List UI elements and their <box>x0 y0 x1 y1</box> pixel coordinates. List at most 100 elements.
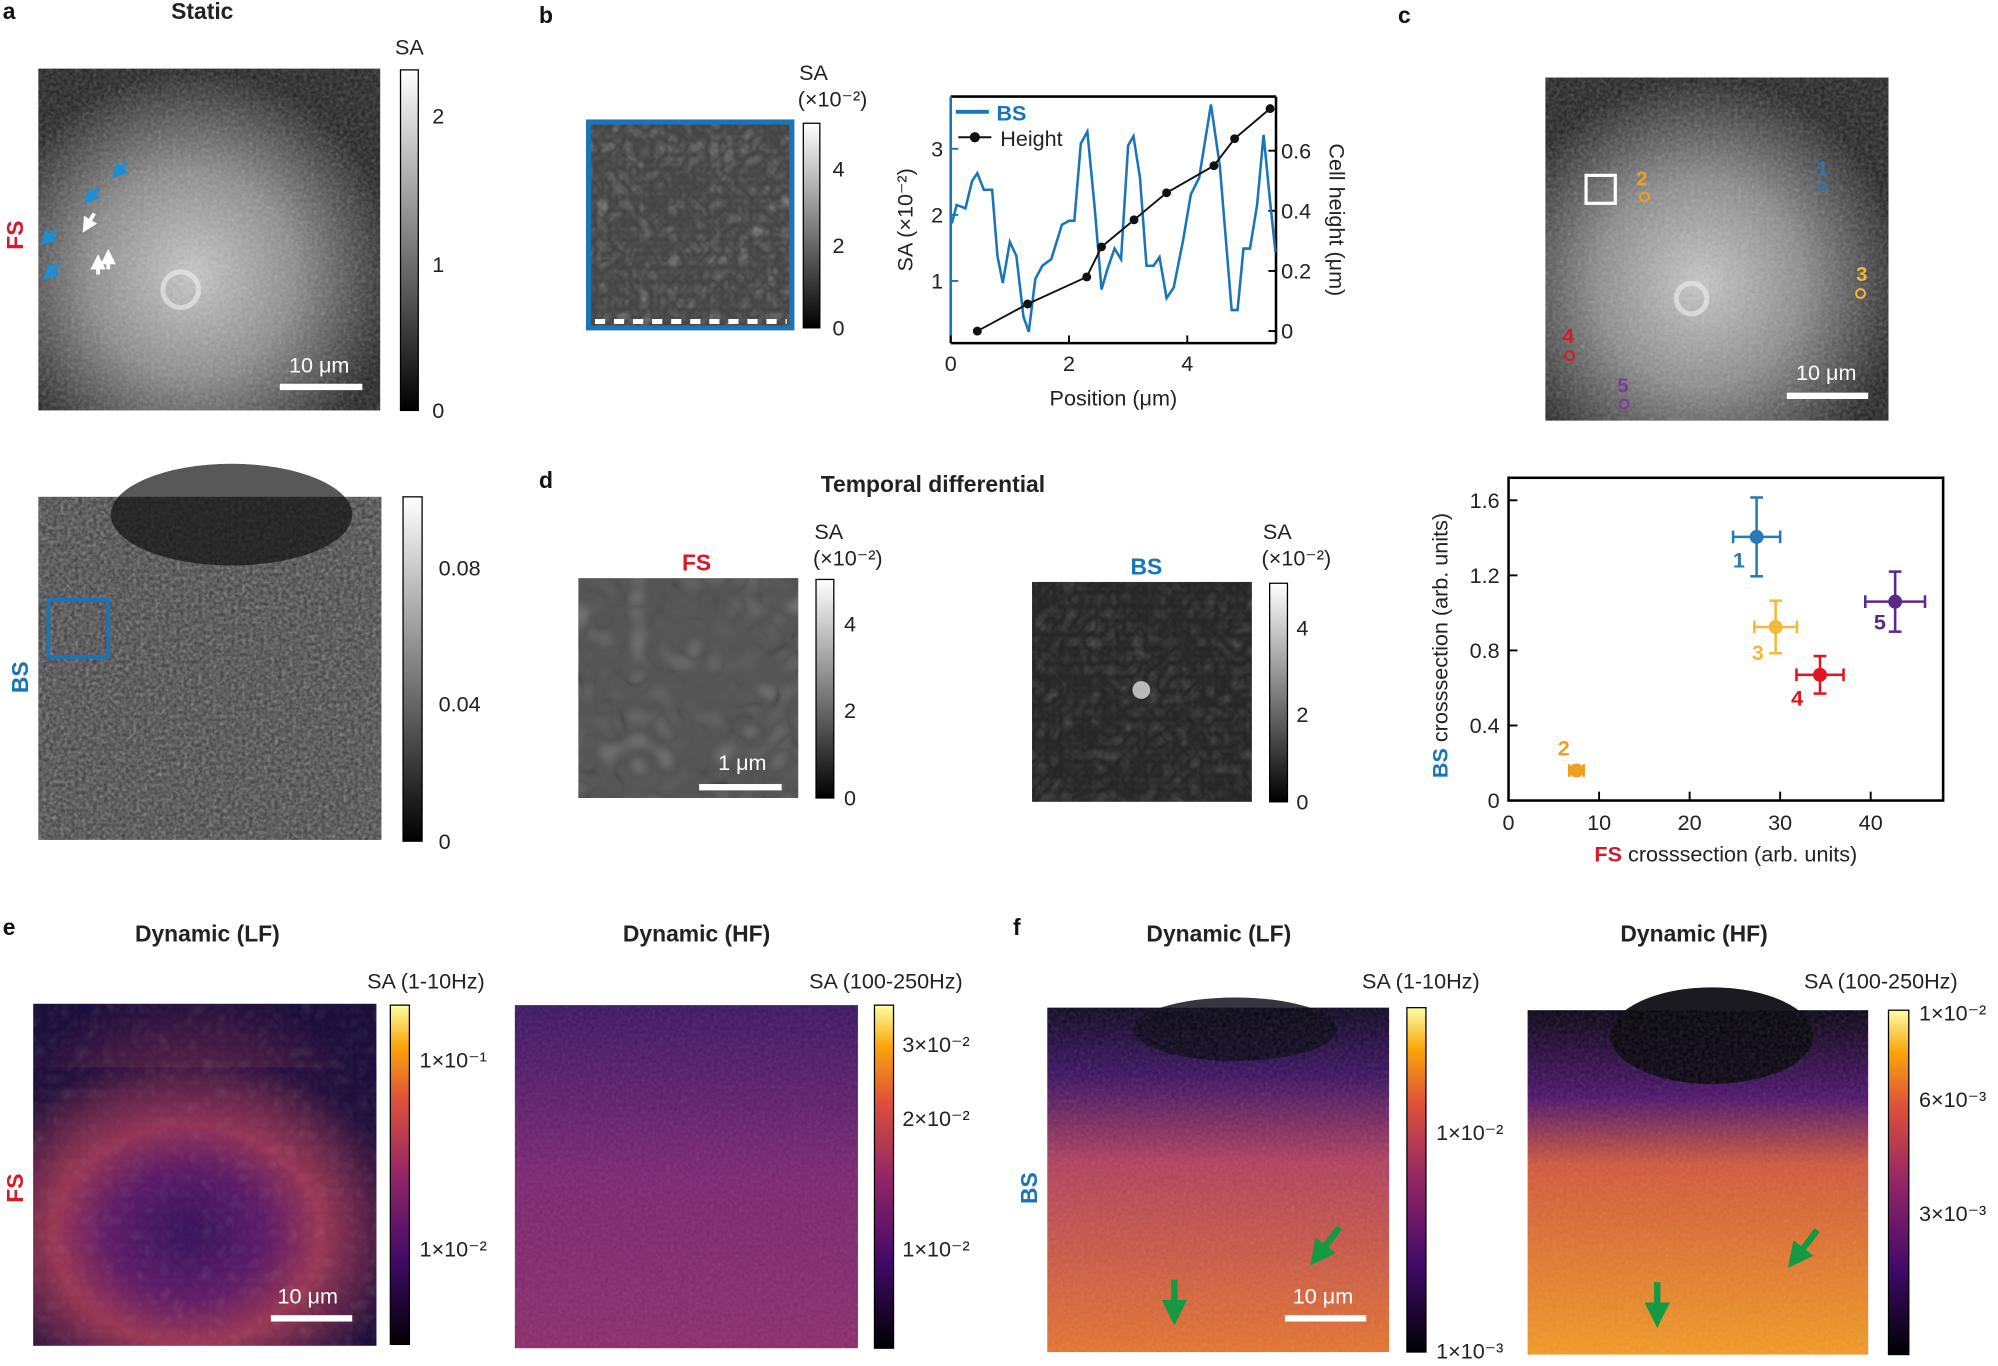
scale-bar <box>1284 1315 1367 1322</box>
marker-label: 4 <box>1563 326 1575 348</box>
colorbar-tick: 1×10⁻² <box>1436 1120 1503 1145</box>
colorbar-tick: 0 <box>844 786 856 811</box>
colorbar-label: SA (1-10Hz) <box>1362 969 1480 994</box>
scale-bar <box>699 784 782 791</box>
panel-d: d Temporal differential FS 1 μm SA (×10⁻… <box>539 467 1331 814</box>
data-point <box>1265 104 1275 114</box>
colorbar-label: SA <box>799 60 828 85</box>
data-point <box>1749 529 1764 544</box>
y-tick-label: 0.8 <box>1470 638 1500 663</box>
colorbar-label: SA (100-250Hz) <box>809 969 963 994</box>
point-label: 5 <box>1874 610 1886 635</box>
colorbar-tick: 1×10⁻³ <box>1436 1338 1503 1363</box>
colorbar-tick: 3×10⁻² <box>902 1032 969 1057</box>
data-point <box>1097 242 1106 252</box>
colorbar-tick: 0 <box>1296 789 1308 814</box>
fs-lf-image: 10 μm <box>33 1003 377 1346</box>
roi-box <box>1584 173 1617 205</box>
point-label: 3 <box>1752 640 1764 665</box>
x-tick-label: 0 <box>945 351 957 376</box>
panel-letter: a <box>3 0 16 24</box>
colorbar-tick: 4 <box>844 612 856 637</box>
green-arrow-icons <box>1161 1225 1343 1326</box>
series-line-bs <box>950 104 1277 333</box>
scale-bar-label: 10 μm <box>289 352 349 377</box>
y-tick-label: 0.4 <box>1470 713 1500 738</box>
y2-tick-label: 0.6 <box>1281 138 1311 163</box>
colorbar-unit: (×10⁻²) <box>1262 545 1332 570</box>
data-point <box>1023 299 1033 309</box>
fs-row-label: FS <box>2 1173 28 1202</box>
x-axis-label: Position (μm) <box>1050 385 1178 410</box>
bs-row-label: BS <box>1016 1172 1042 1204</box>
colorbar-label: SA (1-10Hz) <box>367 969 485 994</box>
bs-differential-colorbar: SA (×10⁻²) 4 2 0 <box>1262 519 1332 815</box>
colorbar-label: SA <box>1263 519 1292 544</box>
legend-label-height: Height <box>1000 126 1062 151</box>
legend-label-bs: BS <box>996 101 1026 126</box>
data-point <box>972 326 982 336</box>
y-tick-label: 2 <box>931 202 943 227</box>
fs-differential-colorbar: SA (×10⁻²) 4 2 0 <box>813 519 883 811</box>
colorbar-unit: (×10⁻²) <box>798 87 868 112</box>
data-point <box>1209 161 1219 171</box>
lf-title: Dynamic (LF) <box>135 921 280 947</box>
hf-title: Dynamic (HF) <box>1620 921 1767 947</box>
fs-differential-image: 1 μm <box>578 578 799 798</box>
x-tick-label: 30 <box>1768 810 1792 835</box>
colorbar-tick: 6×10⁻³ <box>1919 1087 1986 1112</box>
bs-lf-image: 10 μm <box>1047 997 1390 1353</box>
colorbar-tick: 0 <box>833 315 845 340</box>
colorbar-tick: 4 <box>1296 615 1308 640</box>
fs-lf-colorbar: 1×10⁻¹ 1×10⁻² <box>389 1004 487 1346</box>
x-tick-label: 10 <box>1587 810 1611 835</box>
y-tick-label: 1 <box>931 269 943 294</box>
bs-static-image <box>38 463 382 840</box>
colorbar-tick: 1 <box>432 252 444 277</box>
colorbar-tick: 1×10⁻² <box>1919 1000 1986 1025</box>
plot-frame <box>1507 476 1945 802</box>
fs-label: FS <box>682 550 711 576</box>
bs-zoom-image <box>586 119 795 331</box>
colorbar-label: SA <box>395 35 424 60</box>
x-tick-label: 40 <box>1859 810 1883 835</box>
fs-row-label: FS <box>2 220 28 249</box>
y-axis-label: BS crosssection (arb. units) <box>1428 513 1453 778</box>
bs-hf-colorbar: 1×10⁻² 6×10⁻³ 3×10⁻³ <box>1887 1000 1986 1356</box>
panel-title: Temporal differential <box>821 471 1045 497</box>
fs-hf-colorbar: 3×10⁻² 2×10⁻² 1×10⁻² <box>873 1004 970 1349</box>
fs-cell-image: 10 μm 1 2 3 4 5 <box>1545 77 1889 421</box>
colorbar-tick: 0.04 <box>439 692 481 717</box>
y2-tick-label: 0.2 <box>1281 259 1311 284</box>
marker-label: 2 <box>1636 169 1647 191</box>
bs-label: BS <box>1131 553 1163 579</box>
y2-tick-label: 0.4 <box>1281 198 1311 223</box>
green-arrow-icons <box>1644 1228 1820 1328</box>
b-colorbar: SA (×10⁻²) 4 2 0 <box>798 60 868 340</box>
data-point <box>1813 667 1827 682</box>
data-point <box>1082 272 1092 282</box>
colorbar-tick: 0 <box>439 829 451 854</box>
data-point <box>1569 763 1584 778</box>
panel-letter: f <box>1013 914 1021 940</box>
colorbar-tick: 2 <box>1296 702 1308 727</box>
scale-bar <box>279 383 363 391</box>
lf-title: Dynamic (LF) <box>1146 921 1291 947</box>
point-label: 2 <box>1558 735 1570 760</box>
panel-c: c 10 μm 1 2 3 4 5 0 10 20 30 40 0 0.4 0.8 1.2 1.6… <box>1398 2 1945 867</box>
colorbar-label: SA <box>814 519 843 544</box>
marker-label: 3 <box>1856 264 1867 286</box>
y-axis-label-prefix: BS <box>1428 748 1453 778</box>
colorbar-tick: 2 <box>844 698 856 723</box>
x-axis-label-prefix: FS <box>1594 842 1622 867</box>
arrow-icons <box>40 161 129 280</box>
y-tick-label: 1.2 <box>1470 563 1500 588</box>
data-point <box>1230 134 1240 144</box>
colorbar-tick: 1×10⁻² <box>420 1237 487 1262</box>
panel-letter: e <box>3 914 16 940</box>
x-axis-label-rest: crosssection (arb. units) <box>1622 842 1857 867</box>
data-point <box>1162 188 1172 198</box>
panel-letter: d <box>539 467 553 493</box>
roi-box <box>46 597 111 659</box>
